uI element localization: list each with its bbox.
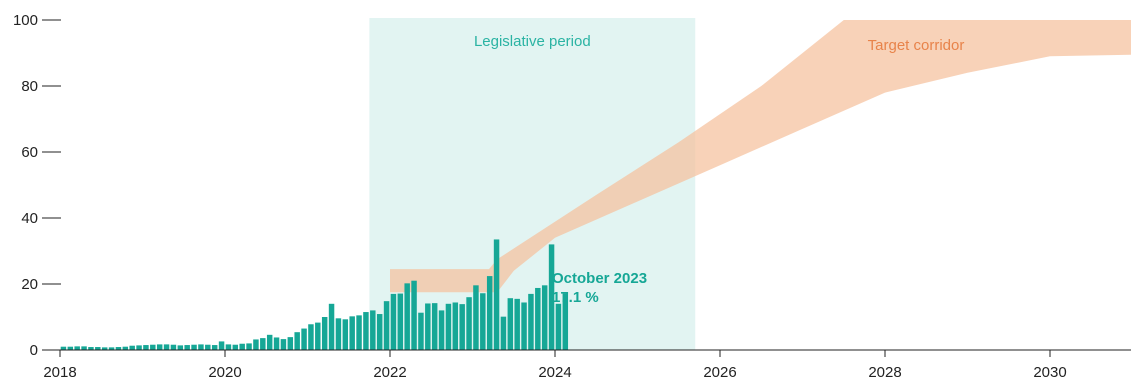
bar — [163, 344, 170, 350]
bar — [129, 345, 135, 350]
y-tick-label: 0 — [30, 342, 38, 359]
bar — [81, 346, 87, 350]
bar — [376, 314, 383, 350]
bar — [122, 346, 129, 350]
bar — [521, 302, 527, 350]
latest-month-label: October 2023 — [552, 270, 647, 287]
bar — [246, 343, 252, 350]
bar — [308, 324, 314, 350]
bar — [404, 283, 410, 350]
bar — [390, 293, 397, 350]
bar — [205, 344, 211, 350]
bar — [184, 345, 190, 350]
bar — [225, 344, 232, 350]
bar — [473, 285, 479, 350]
bar — [191, 344, 197, 350]
latest-share-label: 17.1 % — [552, 289, 599, 306]
y-tick-label: 60 — [21, 144, 38, 161]
bar — [507, 298, 514, 350]
bar — [315, 322, 321, 350]
bar — [143, 345, 149, 350]
bar — [493, 239, 500, 350]
bar — [486, 276, 493, 350]
bar — [438, 310, 445, 350]
bar — [349, 316, 355, 350]
x-tick-label: 2030 — [1033, 364, 1066, 381]
x-tick-label: 2024 — [538, 364, 571, 381]
bar — [156, 344, 163, 350]
bar — [260, 338, 266, 350]
x-tick-label: 2026 — [703, 364, 736, 381]
bar — [287, 337, 294, 350]
y-axis: 0 20 40 60 80 100 — [13, 12, 61, 359]
bar — [500, 316, 507, 350]
bar — [356, 315, 362, 350]
bar — [555, 303, 562, 350]
bar — [232, 344, 239, 350]
bar — [108, 347, 115, 350]
bar — [321, 317, 328, 350]
bar — [335, 318, 342, 350]
bar — [425, 303, 431, 350]
bar — [67, 346, 74, 350]
bar — [95, 347, 101, 350]
bar — [253, 339, 259, 350]
bar — [431, 303, 438, 350]
bar — [397, 293, 404, 350]
target-corridor-label: Target corridor — [868, 37, 965, 54]
bar — [60, 346, 67, 350]
bar — [177, 345, 184, 350]
bar — [266, 334, 273, 350]
x-tick-label: 2028 — [868, 364, 901, 381]
x-tick-label: 2020 — [208, 364, 241, 381]
bar — [459, 304, 465, 350]
bar — [170, 344, 177, 350]
bar — [115, 347, 122, 350]
y-tick-label: 100 — [13, 12, 38, 29]
bar — [445, 303, 452, 350]
bar — [383, 301, 390, 350]
bar — [535, 287, 541, 350]
bar — [562, 293, 569, 350]
y-tick-label: 20 — [21, 276, 38, 293]
bar — [150, 344, 156, 350]
bar — [411, 280, 417, 350]
bars — [60, 239, 569, 350]
bar — [548, 244, 555, 350]
bar — [273, 337, 280, 350]
latest-value-label: October 2023 17.1 % — [552, 270, 651, 306]
bar — [363, 312, 369, 350]
bar — [218, 341, 225, 350]
bar — [342, 319, 349, 350]
y-tick-label: 80 — [21, 78, 38, 95]
x-tick-label: 2018 — [43, 364, 76, 381]
x-axis: 2018 2020 2022 2024 2026 2028 2030 — [43, 349, 1131, 381]
bar — [328, 303, 335, 350]
bar — [294, 332, 300, 350]
bar — [211, 345, 218, 350]
x-tick-label: 2022 — [373, 364, 406, 381]
bar — [541, 285, 548, 350]
bar — [301, 328, 307, 350]
bar — [198, 344, 204, 350]
target-corridor-band — [390, 20, 1131, 293]
bar — [452, 302, 459, 350]
bar — [136, 345, 142, 350]
bar — [74, 346, 80, 350]
bar — [370, 310, 376, 350]
bar — [528, 293, 534, 350]
bar — [466, 297, 472, 350]
bar — [280, 339, 287, 350]
bar — [88, 347, 94, 350]
bar — [514, 298, 520, 350]
bar — [480, 293, 486, 350]
bar — [239, 343, 245, 350]
bar — [418, 312, 424, 350]
legislative-period-label: Legislative period — [474, 33, 591, 50]
bar — [101, 347, 108, 350]
y-tick-label: 40 — [21, 210, 38, 227]
